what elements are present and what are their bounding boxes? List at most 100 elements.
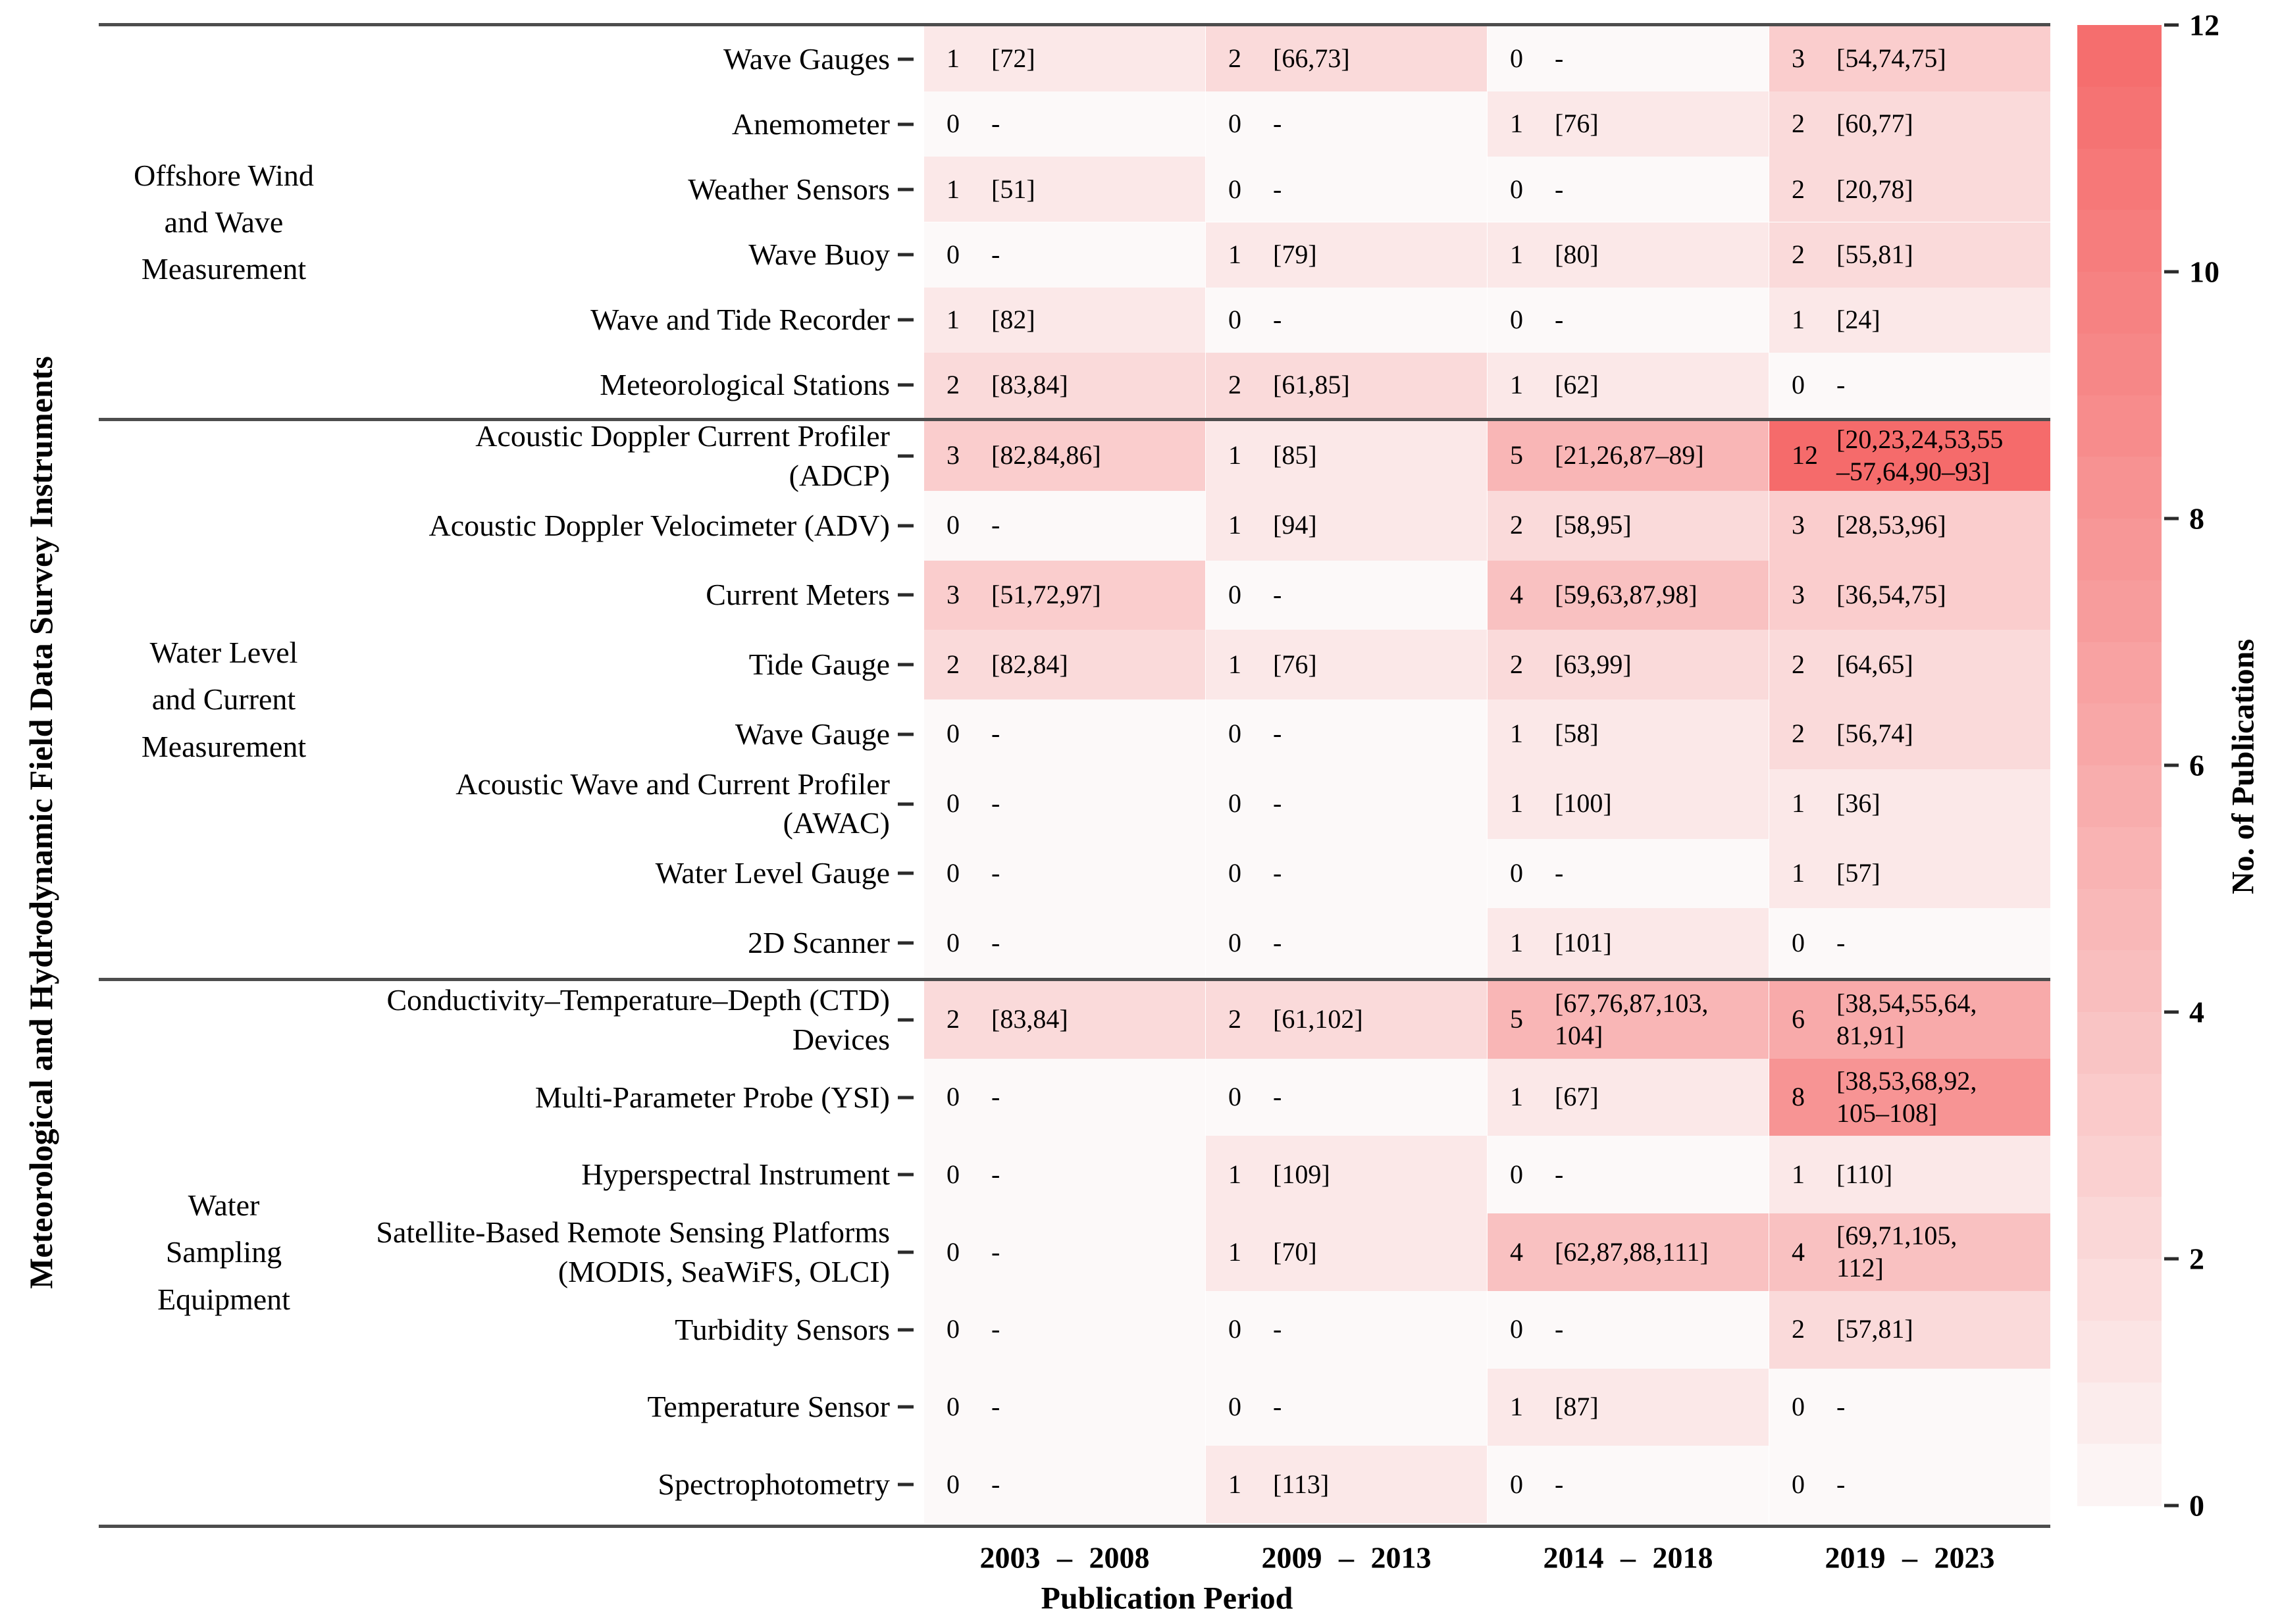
colorbar-tick-label: 4 <box>2189 995 2204 1029</box>
heatmap-cell: 1 [87] <box>1488 1368 1769 1446</box>
cell-value: 0 <box>1228 927 1241 957</box>
group-label: Water Sampling Equipment <box>157 1188 290 1316</box>
heatmap-cell: 0- <box>1488 1446 1769 1523</box>
heatmap-cell: 0- <box>924 1213 1205 1291</box>
cell-value: 5 <box>1510 440 1523 470</box>
colorbar-step <box>2077 1135 2162 1198</box>
row-tick <box>898 732 914 736</box>
cell-references: [20,78] <box>1836 174 1913 204</box>
row-tick <box>898 253 914 257</box>
row-tick <box>898 1173 914 1177</box>
row-tick <box>898 524 914 528</box>
cell-value: 2 <box>947 370 960 399</box>
cell-references: - <box>991 1392 1000 1422</box>
heatmap-cell: 0- <box>1206 287 1487 353</box>
cell-references: [20,23,24,53,55 –57,64,90–93] <box>1836 424 2004 486</box>
colorbar-step <box>2077 1012 2162 1075</box>
heatmap-cell: 2 [64,65] <box>1769 630 2050 699</box>
heatmap-cell: 1 [51] <box>924 157 1205 222</box>
colorbar-step <box>2077 25 2162 88</box>
heatmap-cell: 2 [63,99] <box>1488 630 1769 699</box>
cell-value: 12 <box>1792 440 1818 470</box>
heatmap-cell: 0- <box>1769 908 2050 978</box>
row-tick <box>898 57 914 61</box>
cell-value: 1 <box>947 174 960 204</box>
cell-value: 1 <box>1510 109 1523 139</box>
row-label: Tide Gauge <box>748 647 890 682</box>
heatmap-cell: 0- <box>924 699 1205 769</box>
cell-references: - <box>991 510 1000 540</box>
heatmap-cell: 2 [61,102] <box>1206 981 1487 1059</box>
cell-references: [67,76,87,103, 104] <box>1555 988 1709 1050</box>
row-tick <box>898 454 914 458</box>
row-tick <box>898 593 914 597</box>
cell-value: 2 <box>1792 239 1805 269</box>
heatmap-cell: 1 [85] <box>1206 421 1487 491</box>
heatmap-cell: 1 [36] <box>1769 769 2050 839</box>
cell-value: 1 <box>1228 1469 1241 1499</box>
row-label: Wave Gauge <box>735 717 890 751</box>
colorbar-label: No. of Publications <box>2225 638 2261 895</box>
heatmap-cell: 8 [38,53,68,92, 105–108] <box>1769 1058 2050 1136</box>
cell-references: - <box>1273 719 1282 749</box>
heatmap-cell: 5 [67,76,87,103, 104] <box>1488 981 1769 1059</box>
heatmap-cell: 0- <box>1206 908 1487 978</box>
cell-references: - <box>991 788 1000 819</box>
cell-value: 3 <box>1792 579 1805 609</box>
colorbar-step <box>2077 888 2162 952</box>
row-label: Anemometer <box>731 107 890 141</box>
colorbar-step <box>2077 1197 2162 1259</box>
cell-references: - <box>991 857 1000 888</box>
cell-value: 0 <box>1228 1082 1241 1112</box>
heatmap-cell: 2 [56,74] <box>1769 699 2050 769</box>
x-tick-label: 2019 – 2023 <box>1825 1540 1995 1575</box>
cell-value: 2 <box>1228 43 1241 74</box>
cell-value: 2 <box>1228 1004 1241 1034</box>
colorbar-step <box>2077 1073 2162 1136</box>
cell-references: [87] <box>1555 1392 1599 1422</box>
cell-value: 1 <box>1228 239 1241 269</box>
colorbar-step <box>2077 826 2162 890</box>
cell-value: 0 <box>1792 1392 1805 1422</box>
cell-references: [62,87,88,111] <box>1555 1236 1709 1267</box>
cell-value: 0 <box>1792 370 1805 399</box>
cell-value: 1 <box>1228 1159 1241 1189</box>
row-label: Acoustic Doppler Current Profiler (ADCP) <box>475 419 890 492</box>
cell-references: - <box>1273 1392 1282 1422</box>
cell-value: 0 <box>1510 857 1523 888</box>
cell-references: [21,26,87–89] <box>1555 440 1704 470</box>
heatmap-cell: 0- <box>924 769 1205 839</box>
cell-value: 1 <box>1510 239 1523 269</box>
heatmap-cell: 2 [20,78] <box>1769 157 2050 222</box>
row-label: Meteorological Stations <box>600 368 890 402</box>
heatmap-cell: 4 [59,63,87,98] <box>1488 560 1769 630</box>
heatmap-cell: 0- <box>1206 1290 1487 1369</box>
heatmap-cell: 4 [69,71,105, 112] <box>1769 1213 2050 1291</box>
cell-value: 0 <box>1510 304 1523 334</box>
cell-references: [83,84] <box>991 370 1068 399</box>
colorbar-tick <box>2164 1504 2179 1508</box>
colorbar-tick-label: 0 <box>2189 1488 2204 1523</box>
row-tick <box>898 188 914 191</box>
row-label: 2D Scanner <box>748 926 890 960</box>
colorbar-tick-label: 8 <box>2189 501 2204 536</box>
cell-references: - <box>991 1082 1000 1112</box>
cell-value: 1 <box>1228 649 1241 679</box>
cell-value: 1 <box>1228 1236 1241 1267</box>
cell-references: - <box>991 719 1000 749</box>
cell-value: 0 <box>947 719 960 749</box>
cell-value: 1 <box>1510 1392 1523 1422</box>
cell-value: 0 <box>947 1469 960 1499</box>
heatmap-cell: 0- <box>1488 1290 1769 1369</box>
colorbar-step <box>2077 519 2162 581</box>
colorbar-tick <box>2164 23 2179 27</box>
heatmap-cell: 1 [100] <box>1488 769 1769 839</box>
colorbar-tick <box>2164 517 2179 520</box>
x-tick-label: 2003 – 2008 <box>979 1540 1150 1575</box>
row-tick <box>898 1018 914 1022</box>
heatmap-cell: 0- <box>1769 352 2050 418</box>
row-label: Wave and Tide Recorder <box>590 303 890 337</box>
cell-references: - <box>1555 857 1564 888</box>
row-label: Multi-Parameter Probe (YSI) <box>534 1080 890 1114</box>
heatmap-cell: 0- <box>1488 287 1769 353</box>
